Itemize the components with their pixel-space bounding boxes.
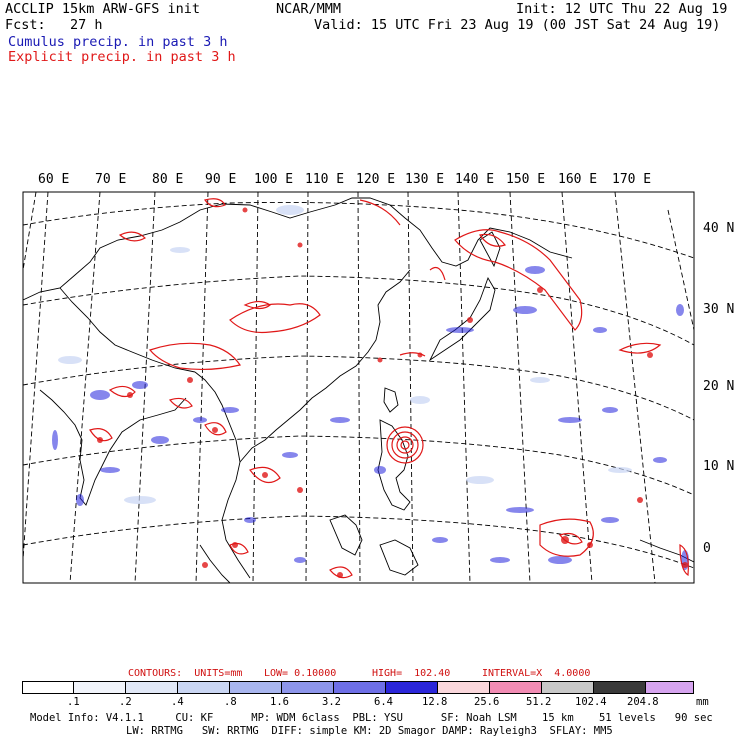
colorbar-tick: .8 [224, 696, 237, 708]
contour-low: LOW= 0.10000 [264, 668, 337, 679]
lon-label: 150 E [506, 172, 546, 187]
colorbar-tick: 12.8 [422, 696, 448, 708]
colorbar-tick: 51.2 [526, 696, 552, 708]
cumulus-legend: Cumulus precip. in past 3 h [8, 34, 228, 50]
contour-interval: INTERVAL=X 4.0000 [482, 668, 591, 679]
lat-label: 0 [703, 541, 711, 556]
colorbar-swatch [177, 681, 230, 694]
coastlines [23, 197, 694, 583]
lon-label: 100 E [254, 172, 294, 187]
lon-label: 80 E [152, 172, 184, 187]
colorbar-tick: 25.6 [474, 696, 500, 708]
colorbar-tick: .4 [171, 696, 184, 708]
colorbar-tick: 1.6 [270, 696, 289, 708]
cumulus-precip [52, 266, 689, 570]
lon-label: 160 E [558, 172, 598, 187]
explicit-legend: Explicit precip. in past 3 h [8, 49, 236, 65]
colorbar-swatch [593, 681, 646, 694]
lon-label: 130 E [405, 172, 445, 187]
colorbar-swatch [281, 681, 334, 694]
explicit-precip [89, 198, 689, 579]
physics-info: LW: RRTMG SW: RRTMG DIFF: simple KM: 2D … [126, 725, 613, 737]
contour-high: HIGH= 102.40 [372, 668, 451, 679]
contour-units: CONTOURS: UNITS=mm [128, 668, 243, 679]
graticule [23, 192, 694, 583]
colorbar-tick: 204.8 [627, 696, 659, 708]
colorbar-swatch [645, 681, 694, 694]
lon-label: 140 E [455, 172, 495, 187]
lat-label: 20 N [703, 379, 735, 394]
colorbar-tick: .2 [119, 696, 132, 708]
explicit-precip-cores [97, 207, 688, 578]
lon-label: 120 E [356, 172, 396, 187]
colorbar-swatch [73, 681, 126, 694]
colorbar-tick: 3.2 [322, 696, 341, 708]
lon-label: 60 E [38, 172, 70, 187]
lat-label: 10 N [703, 459, 735, 474]
colorbar-swatch [229, 681, 282, 694]
lat-label: 30 N [703, 302, 735, 317]
forecast-hour: Fcst: 27 h [5, 17, 103, 33]
lon-label: 110 E [305, 172, 345, 187]
colorbar-unit: mm [696, 696, 709, 708]
lat-label: 40 N [703, 221, 735, 236]
center-label: NCAR/MMM [276, 1, 342, 17]
colorbar-swatch [541, 681, 594, 694]
colorbar-swatch [437, 681, 490, 694]
colorbar-tick: .1 [67, 696, 80, 708]
run-title: ACCLIP 15km ARW-GFS init [5, 1, 201, 17]
lon-label: 170 E [612, 172, 652, 187]
map-frame [22, 191, 695, 584]
init-time: Init: 12 UTC Thu 22 Aug 19 [516, 1, 728, 17]
colorbar-tick: 6.4 [374, 696, 393, 708]
colorbar-tick: 102.4 [575, 696, 607, 708]
colorbar-swatch [125, 681, 178, 694]
valid-time: Valid: 15 UTC Fri 23 Aug 19 (00 JST Sat … [314, 17, 721, 33]
colorbar-swatch [385, 681, 438, 694]
lon-label: 70 E [95, 172, 127, 187]
colorbar-swatch [22, 681, 74, 694]
lon-label: 90 E [205, 172, 237, 187]
colorbar-swatch [489, 681, 542, 694]
light-precip [58, 205, 632, 504]
colorbar-swatch [333, 681, 386, 694]
model-info: Model Info: V4.1.1 CU: KF MP: WDM 6class… [30, 712, 713, 724]
